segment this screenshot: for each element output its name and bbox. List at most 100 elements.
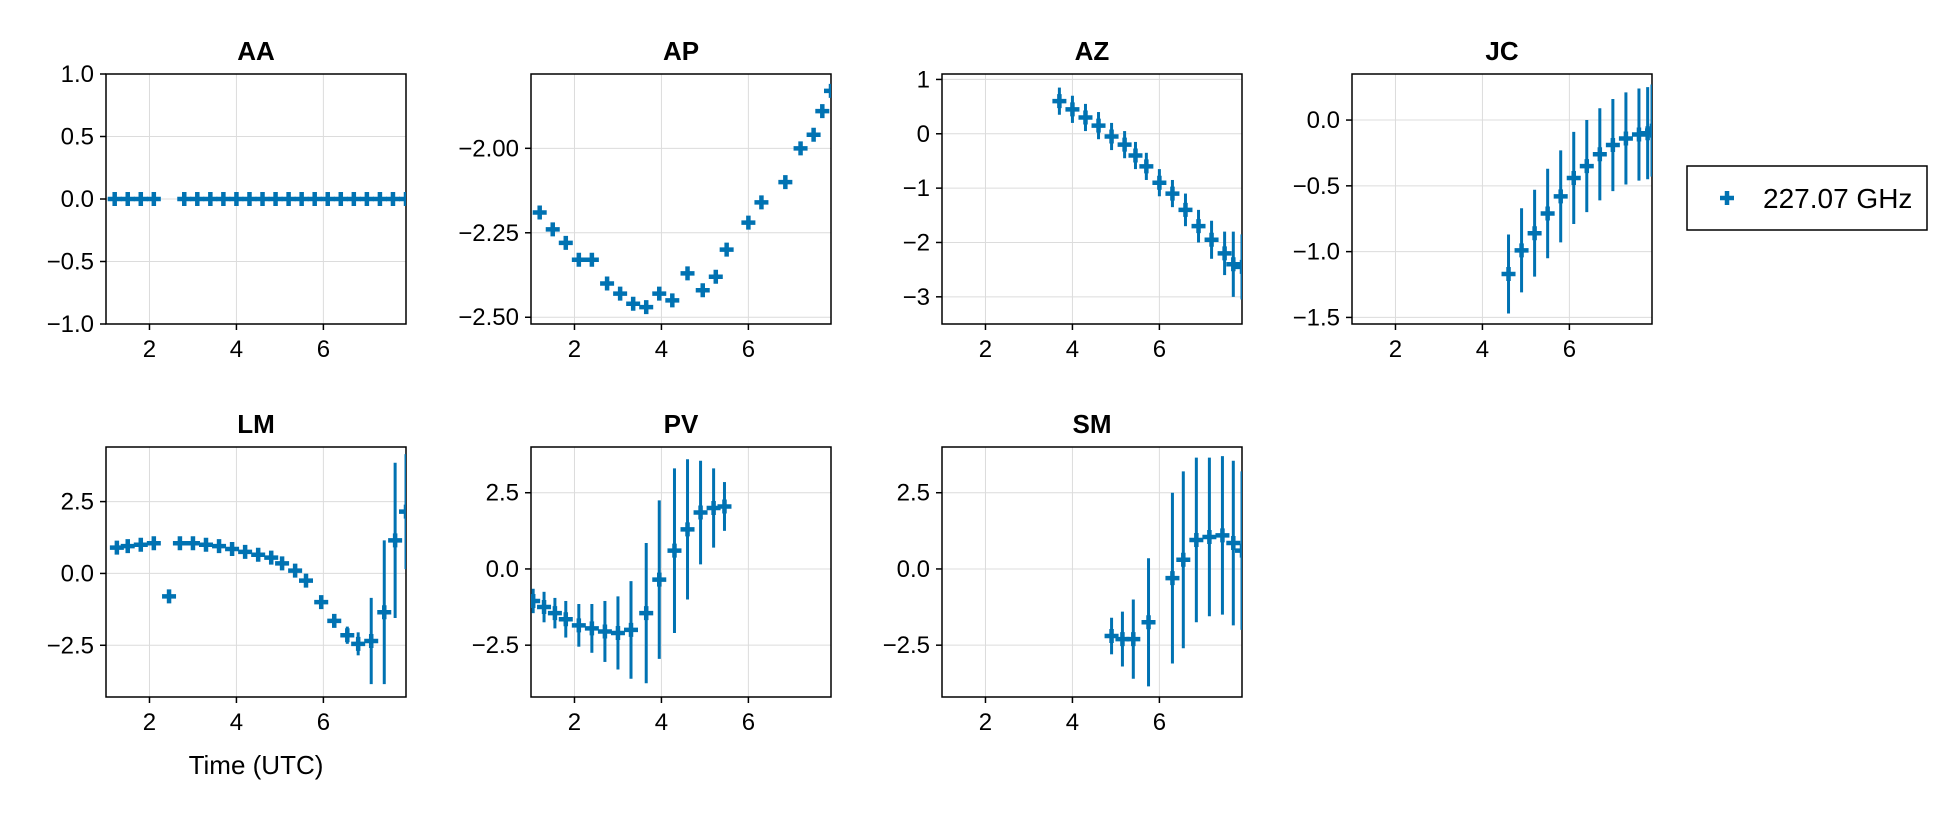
- data-point: [121, 539, 135, 553]
- x-tick-label: 6: [1563, 336, 1576, 363]
- y-tick-label: −1.0: [1293, 239, 1340, 266]
- y-tick-label: −1.0: [47, 311, 94, 338]
- x-tick-label: 2: [979, 709, 992, 736]
- y-tick-label: −3: [903, 284, 930, 311]
- data-point: [340, 628, 354, 642]
- panel-aa: 2 4 6−1.0−0.50.00.51.0AA: [47, 36, 413, 363]
- data-point: [754, 195, 768, 209]
- data-point: [717, 499, 731, 513]
- data-point: [778, 175, 792, 189]
- y-tick-label: −0.5: [47, 249, 94, 276]
- y-tick-label: −2.00: [458, 135, 519, 162]
- data-point: [1139, 159, 1153, 173]
- x-tick-label: 6: [1153, 336, 1166, 363]
- y-tick-label: 0: [917, 121, 930, 148]
- series-227-ghz: [110, 454, 413, 684]
- data-point: [121, 192, 135, 206]
- data-point: [134, 538, 148, 552]
- y-tick-label: 0.0: [486, 556, 519, 583]
- data-point: [1192, 219, 1206, 233]
- data-point: [533, 206, 547, 220]
- plot-frame: [531, 74, 831, 324]
- y-tick-label: −1: [903, 175, 930, 202]
- y-tick-label: 2.5: [61, 489, 94, 516]
- data-point: [1165, 571, 1179, 585]
- data-point: [824, 84, 838, 98]
- y-tick-label: 1.0: [61, 61, 94, 88]
- data-point: [559, 236, 573, 250]
- panel-title: AP: [663, 36, 699, 66]
- data-point: [681, 266, 695, 280]
- data-point: [1078, 110, 1092, 124]
- y-tick-label: −2: [903, 229, 930, 256]
- legend: 227.07 GHz: [1687, 166, 1927, 230]
- data-point: [108, 192, 122, 206]
- x-tick-label: 2: [143, 709, 156, 736]
- data-point: [613, 287, 627, 301]
- data-point: [1580, 159, 1594, 173]
- data-point: [572, 253, 586, 267]
- data-point: [639, 606, 653, 620]
- data-point: [1178, 203, 1192, 217]
- data-point: [295, 192, 309, 206]
- data-point: [1118, 138, 1132, 152]
- x-tick-label: 4: [1066, 336, 1079, 363]
- panel-title: AZ: [1075, 36, 1110, 66]
- data-point: [282, 192, 296, 206]
- data-point: [1165, 187, 1179, 201]
- data-point: [1126, 632, 1140, 646]
- data-point: [1567, 171, 1581, 185]
- x-tick-label: 4: [230, 709, 243, 736]
- data-point: [251, 548, 265, 562]
- data-point: [1205, 233, 1219, 247]
- data-point: [696, 283, 710, 297]
- data-point: [347, 192, 361, 206]
- data-point: [1593, 147, 1607, 161]
- data-point: [351, 637, 365, 651]
- x-tick-label: 6: [742, 336, 755, 363]
- y-tick-label: −2.25: [458, 220, 519, 247]
- x-tick-label: 4: [655, 709, 668, 736]
- plot-frame: [531, 447, 831, 697]
- data-point: [598, 624, 612, 638]
- data-point: [190, 192, 204, 206]
- x-tick-label: 2: [143, 336, 156, 363]
- x-tick-label: 2: [979, 336, 992, 363]
- data-point: [1065, 102, 1079, 116]
- panel-sm: 2 4 6 −2.5 0.0 2.5 SM: [883, 409, 1249, 736]
- data-point: [741, 216, 755, 230]
- data-point: [1541, 206, 1555, 220]
- plot-frame: [942, 74, 1242, 324]
- data-point: [585, 253, 599, 267]
- series-227-ghz: [108, 192, 413, 206]
- data-point: [1189, 533, 1203, 547]
- data-point: [229, 192, 243, 206]
- data-point: [1502, 267, 1516, 281]
- data-point: [624, 623, 638, 637]
- data-point: [225, 542, 239, 556]
- data-point: [1606, 138, 1620, 152]
- data-point: [134, 192, 148, 206]
- panel-title: JC: [1485, 36, 1518, 66]
- data-point: [652, 287, 666, 301]
- data-point: [667, 544, 681, 558]
- data-point: [186, 536, 200, 550]
- series-227-ghz: [1052, 88, 1249, 300]
- panel-pv: 2 4 6 −2.5 0.0 2.5 PV: [472, 409, 831, 736]
- x-axis-label: Time (UTC): [189, 750, 324, 780]
- y-tick-label: −2.5: [472, 632, 519, 659]
- data-point: [1215, 528, 1229, 542]
- data-point: [652, 573, 666, 587]
- data-point: [1152, 176, 1166, 190]
- x-tick-label: 2: [1389, 336, 1402, 363]
- data-point: [147, 536, 161, 550]
- y-tick-label: 2.5: [897, 480, 930, 507]
- data-point: [242, 192, 256, 206]
- y-tick-label: −0.5: [1293, 173, 1340, 200]
- data-point: [399, 192, 413, 206]
- data-point: [1105, 130, 1119, 144]
- data-point: [1176, 553, 1190, 567]
- x-tick-label: 2: [568, 709, 581, 736]
- panel-title: LM: [237, 409, 275, 439]
- panel-lm: 2 4 6−2.50.02.5LMTime (UTC): [47, 409, 413, 780]
